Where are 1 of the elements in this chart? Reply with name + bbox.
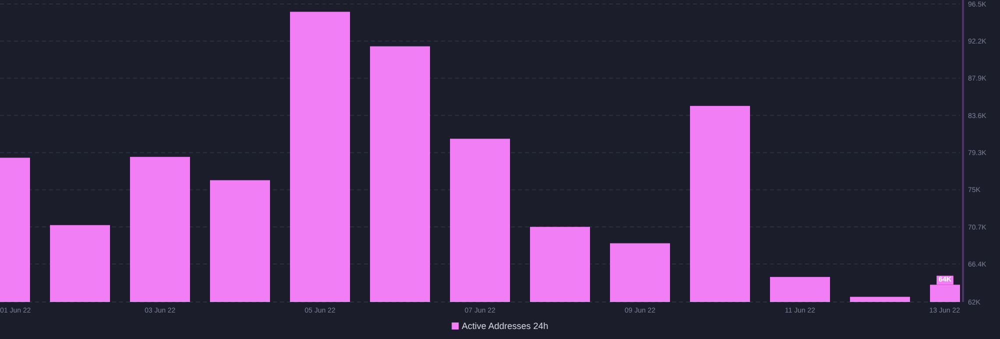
- legend-label: Active Addresses 24h: [462, 321, 548, 332]
